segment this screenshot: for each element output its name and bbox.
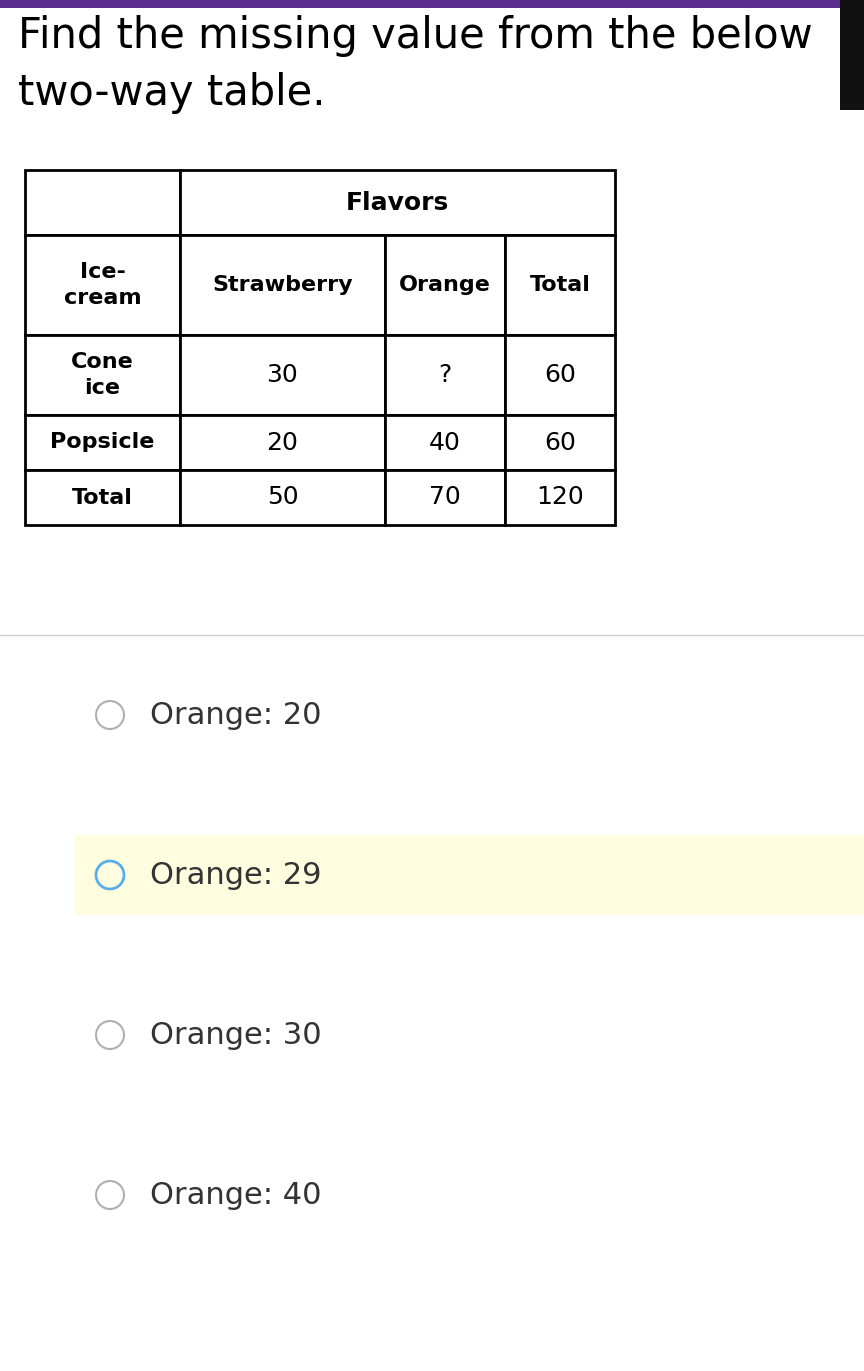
Text: Orange: 20: Orange: 20: [150, 701, 321, 729]
Bar: [25, 470, 180, 525]
Text: Strawberry: Strawberry: [213, 276, 353, 295]
Text: Orange: 29: Orange: 29: [150, 861, 321, 890]
Text: Cone
ice: Cone ice: [71, 352, 134, 398]
Bar: [505, 335, 615, 415]
Text: Find the missing value from the below: Find the missing value from the below: [18, 15, 813, 58]
Text: 60: 60: [544, 363, 576, 387]
Text: Popsicle: Popsicle: [50, 432, 155, 452]
Bar: [180, 170, 615, 234]
Bar: [25, 234, 180, 335]
Bar: [180, 470, 385, 525]
Text: Total: Total: [530, 276, 590, 295]
Text: 50: 50: [267, 485, 298, 510]
Text: Total: Total: [72, 488, 133, 507]
Bar: [25, 415, 180, 470]
Text: Orange: Orange: [399, 276, 491, 295]
Bar: [385, 234, 505, 335]
Bar: [180, 415, 385, 470]
Text: 70: 70: [429, 485, 461, 510]
Bar: [505, 415, 615, 470]
Bar: [75, 835, 864, 914]
Bar: [25, 170, 180, 234]
Bar: [180, 234, 385, 335]
Text: Flavors: Flavors: [346, 191, 449, 214]
Bar: [385, 470, 505, 525]
Text: two-way table.: two-way table.: [18, 73, 326, 114]
Text: 40: 40: [429, 430, 461, 455]
Text: Ice-
cream: Ice- cream: [64, 262, 142, 308]
Bar: [385, 415, 505, 470]
Bar: [0, 0, 864, 8]
Text: 20: 20: [267, 430, 298, 455]
Text: ?: ?: [438, 363, 452, 387]
Text: 120: 120: [537, 485, 584, 510]
Bar: [840, 0, 864, 110]
Text: 60: 60: [544, 430, 576, 455]
Bar: [505, 234, 615, 335]
Text: Orange: 30: Orange: 30: [150, 1020, 321, 1049]
Text: Orange: 40: Orange: 40: [150, 1180, 321, 1209]
Bar: [25, 335, 180, 415]
Text: 30: 30: [267, 363, 298, 387]
Bar: [505, 470, 615, 525]
Bar: [180, 335, 385, 415]
Bar: [385, 335, 505, 415]
